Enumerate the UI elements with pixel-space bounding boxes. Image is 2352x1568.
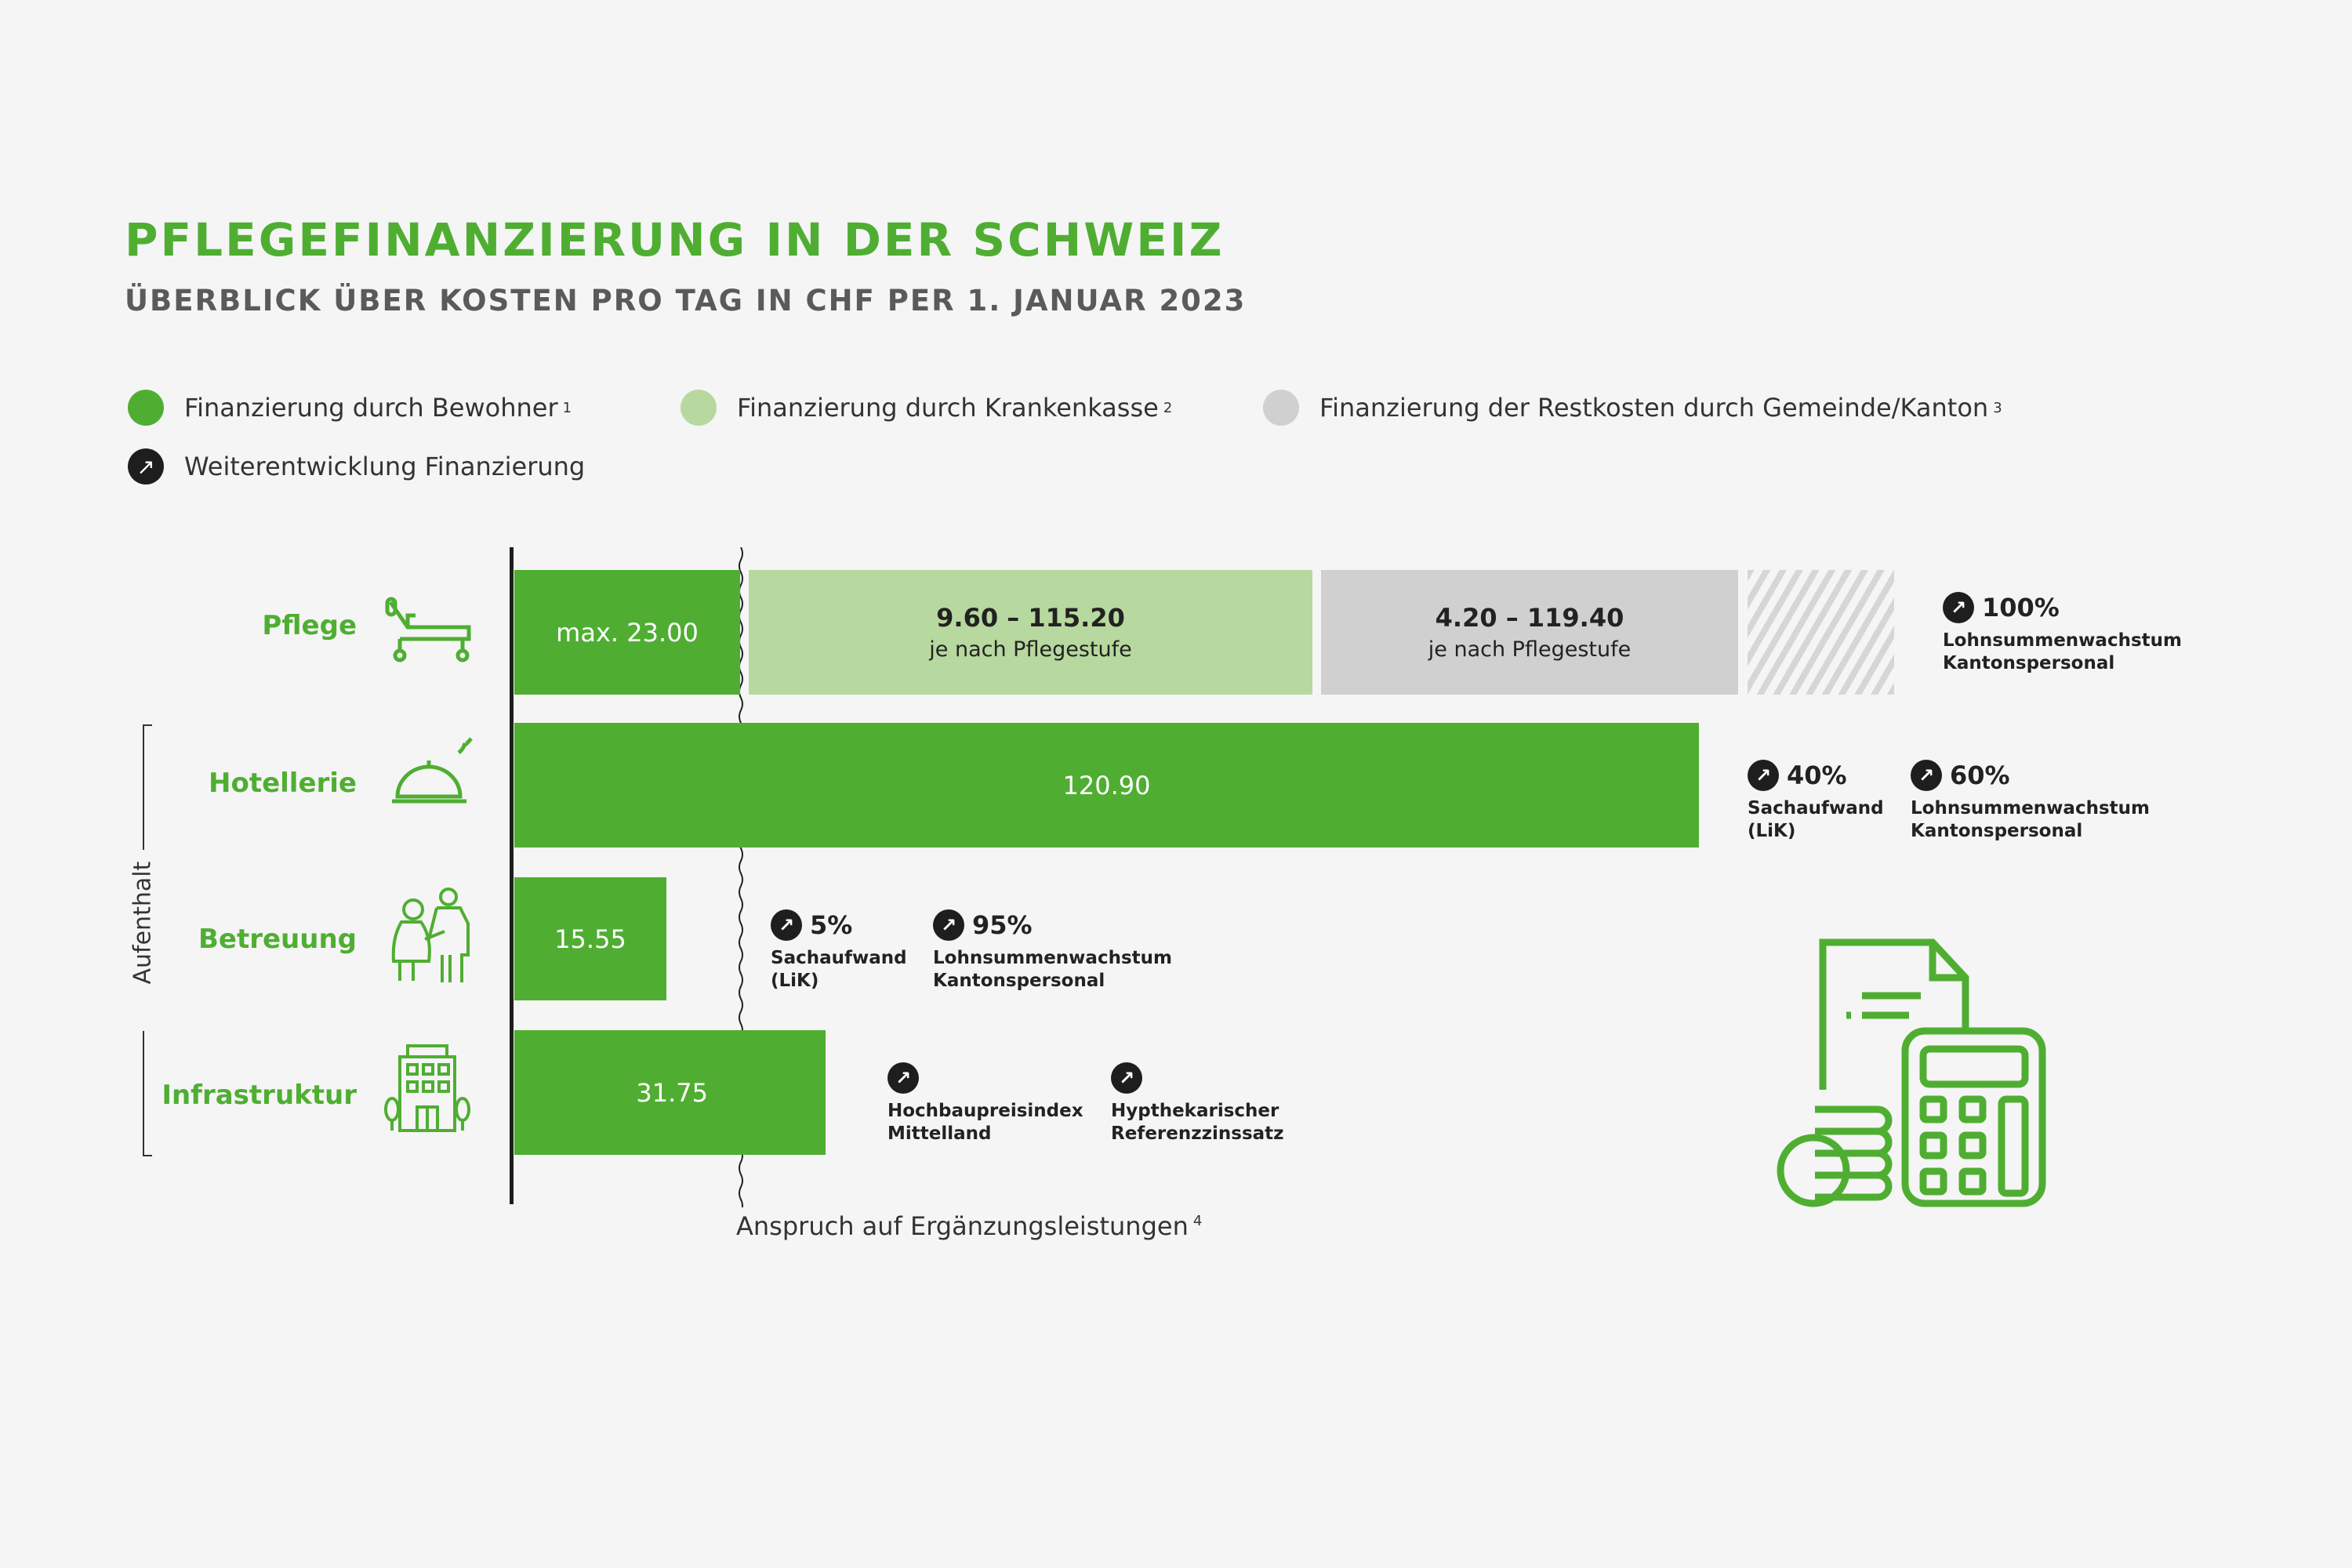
legend-swatch-gray [1263,390,1299,426]
arrow-up-right-icon: ↗ [1911,760,1942,791]
annotation-pct: 5% [810,910,853,940]
arrow-up-right-icon: ↗ [933,909,964,941]
footnote-marker: 3 [1993,399,2002,416]
bar-hotellerie: 120.90 [514,723,1699,848]
annotation-text: Hypthekarischer [1111,1101,1279,1121]
arrow-up-right-icon: ↗ [1748,760,1779,791]
bar-pflege-bewohner: max. 23.00 [514,570,740,695]
arrow-up-right-icon: ↗ [1111,1062,1142,1094]
threshold-label-text: Anspruch auf Ergänzungsleistungen [736,1211,1189,1241]
annotation-text: Lohnsummenwachstum [1943,630,2182,651]
arrow-up-right-icon: ↗ [887,1062,919,1094]
footnote-marker: 2 [1163,399,1173,416]
caregiver-elderly-icon [391,887,470,982]
annotation-text: Kantonspersonal [1943,653,2115,673]
threshold-label: Anspruch auf Ergänzungsleistungen 4 [736,1211,1202,1241]
annotation-betreuung-lohn: ↗ 95% Lohnsummenwachstum Kantonspersonal [933,909,1172,993]
row-label-hotellerie: Hotellerie [209,768,357,799]
bar-sublabel: je nach Pflegestufe [1428,637,1632,662]
annotation-text: (LiK) [1748,821,1796,841]
building-icon [384,1044,470,1132]
arrow-up-right-icon: ↗ [771,909,802,941]
legend-swatch-green [128,390,164,426]
bar-infrastruktur: 31.75 [514,1030,826,1155]
legend-item-bewohner: Finanzierung durch Bewohner 1 [128,390,572,426]
annotation-pct: 100% [1982,593,2060,622]
row-label-betreuung: Betreuung [198,924,357,955]
annotation-text: Kantonspersonal [1911,821,2083,841]
annotation-pflege-lohn: ↗ 100% Lohnsummenwachstum Kantonspersonal [1943,592,2182,675]
annotation-hotellerie-sach: ↗ 40% Sachaufwand (LiK) [1748,760,1884,843]
annotation-text: Sachaufwand [771,948,907,968]
care-bed-icon [385,597,471,662]
group-label-aufenthalt: Aufenthalt [129,861,157,985]
annotation-betreuung-sach: ↗ 5% Sachaufwand (LiK) [771,909,907,993]
annotation-text: Lohnsummenwachstum [933,948,1172,968]
annotation-text: Hochbaupreisindex [887,1101,1083,1121]
legend-label: Finanzierung durch Krankenkasse [737,393,1159,423]
annotation-text: Referenzzinssatz [1111,1123,1284,1144]
annotation-text: Kantonspersonal [933,971,1105,991]
legend-swatch-lightgreen [681,390,717,426]
food-cloche-icon [392,737,473,804]
legend-label: Weiterentwicklung Finanzierung [184,452,586,481]
footnote-marker: 4 [1192,1213,1203,1230]
legend-item-restkosten: Finanzierung der Restkosten durch Gemein… [1263,390,2002,426]
bar-betreuung: 15.55 [514,877,666,1000]
annotation-text: Lohnsummenwachstum [1911,798,2150,818]
legend-item-weiterentwicklung: ↗ Weiterentwicklung Finanzierung [128,448,585,485]
bar-value-label: 120.90 [1062,770,1151,800]
bar-value-label: 31.75 [636,1077,708,1108]
bar-pflege-hatched-extension [1748,570,1894,695]
bar-range-label: 9.60 – 115.20 [936,603,1125,633]
arrow-up-right-icon: ↗ [128,448,164,485]
legend-label: Finanzierung der Restkosten durch Gemein… [1319,393,1989,423]
legend-item-krankenkasse: Finanzierung durch Krankenkasse 2 [681,390,1172,426]
annotation-infrastruktur-hochbau: ↗ Hochbaupreisindex Mittelland [887,1062,1083,1145]
calculator-coins-icon [1777,938,2046,1207]
annotation-hotellerie-lohn: ↗ 60% Lohnsummenwachstum Kantonspersonal [1911,760,2150,843]
footnote-marker: 1 [562,399,572,416]
bar-pflege-krankenkasse: 9.60 – 115.20 je nach Pflegestufe [749,570,1312,695]
annotation-text: Mittelland [887,1123,992,1144]
bracket-bottom [143,1031,152,1156]
annotation-pct: 60% [1950,760,2010,790]
annotation-text: Sachaufwand [1748,798,1884,818]
bar-pflege-restkosten: 4.20 – 119.40 je nach Pflegestufe [1321,570,1738,695]
annotation-text: (LiK) [771,971,819,991]
annotation-pct: 40% [1787,760,1847,790]
row-label-pflege: Pflege [262,610,357,641]
chart-axis-line [510,547,514,1204]
bar-range-label: 4.20 – 119.40 [1435,603,1624,633]
page-title: PFLEGEFINANZIERUNG IN DER SCHWEIZ [125,213,1225,267]
row-label-infrastruktur: Infrastruktur [162,1080,357,1111]
bar-sublabel: je nach Pflegestufe [929,637,1132,662]
legend-label: Finanzierung durch Bewohner [184,393,558,423]
arrow-up-right-icon: ↗ [1943,592,1974,623]
page-subtitle: ÜBERBLICK ÜBER KOSTEN PRO TAG IN CHF PER… [125,284,1247,318]
annotation-pct: 95% [972,910,1033,940]
annotation-infrastruktur-zins: ↗ Hypthekarischer Referenzzinssatz [1111,1062,1284,1145]
bar-value-label: 15.55 [554,924,626,954]
bracket-top [143,724,152,850]
bar-value-label: max. 23.00 [556,617,699,648]
